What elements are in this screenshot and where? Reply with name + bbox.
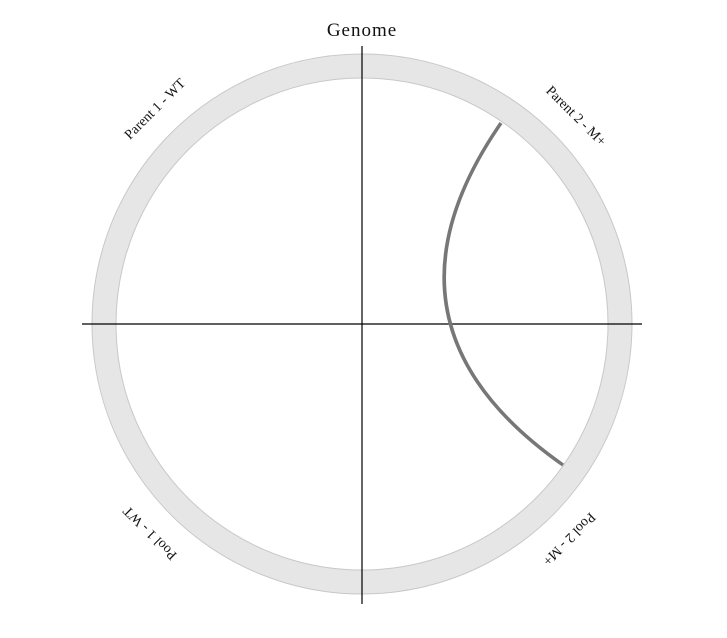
genome-ring xyxy=(91,53,633,595)
link-parent2-pool2 xyxy=(442,122,565,467)
diagram-title: Genome xyxy=(327,20,397,41)
